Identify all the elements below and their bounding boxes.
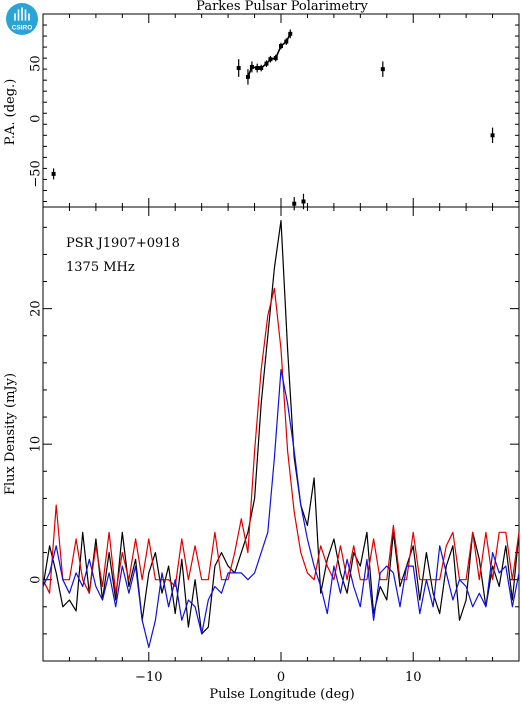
- pa-point: [249, 61, 254, 73]
- flux-ytick-label: 0: [29, 576, 44, 584]
- flux-lines: [42, 220, 520, 649]
- logo-text: CSIRO: [12, 25, 33, 32]
- pa-point: [264, 60, 269, 67]
- chart-title: Parkes Pulsar Polarimetry: [196, 0, 368, 14]
- pa-point: [380, 61, 385, 77]
- flux-series-total: [42, 220, 520, 635]
- pa-point: [236, 59, 241, 77]
- pa-point: [490, 127, 495, 144]
- pa-point: [51, 168, 56, 180]
- flux-series-circular: [42, 369, 520, 649]
- pa-connect-line: [247, 33, 291, 78]
- frequency-label: 1375 MHz: [66, 260, 135, 275]
- flux-axis-ticks: [42, 207, 520, 662]
- flux-ytick-labels: 0 10 20: [29, 300, 44, 583]
- flux-xtick-label: −10: [135, 670, 162, 685]
- pa-point: [288, 29, 293, 39]
- pa-point: [245, 69, 250, 85]
- pa-point: [259, 64, 264, 72]
- pa-point: [292, 197, 297, 211]
- pa-ytick-label: 0: [29, 115, 44, 123]
- pa-ytick-label: 50: [29, 55, 44, 72]
- pa-ytick-label: −50: [29, 160, 44, 187]
- pa-point: [255, 63, 260, 73]
- flux-ytick-label: 20: [29, 300, 44, 317]
- pa-point: [279, 42, 283, 50]
- flux-xlabel: Pulse Longitude (deg): [209, 687, 354, 702]
- pa-ytick-labels: −50 0 50: [29, 55, 44, 187]
- psr-name: PSR J1907+0918: [66, 236, 180, 251]
- pa-points: [51, 29, 495, 211]
- pa-point: [268, 55, 273, 63]
- flux-xtick-labels: −10 0 10: [135, 670, 421, 685]
- flux-xtick-label: 10: [405, 670, 422, 685]
- csiro-logo: CSIRO: [6, 3, 38, 35]
- flux-xtick-label: 0: [277, 670, 285, 685]
- pa-point: [284, 38, 289, 45]
- flux-ylabel: Flux Density (mJy): [3, 373, 18, 495]
- pa-ylabel: P.A. (deg.): [3, 79, 18, 146]
- flux-ytick-label: 10: [29, 436, 44, 453]
- pa-axis-ticks: [42, 14, 520, 207]
- flux-series-linear: [42, 287, 520, 594]
- pa-point: [273, 54, 278, 62]
